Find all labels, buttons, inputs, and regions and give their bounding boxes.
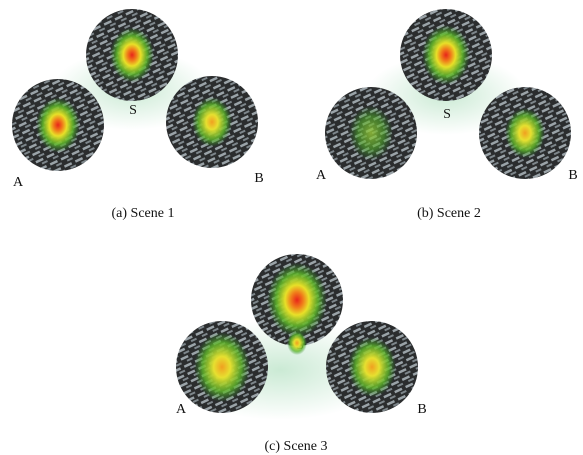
caption: (c) Scene 3 (265, 439, 328, 454)
heat-blob (36, 98, 80, 153)
heat-blob (348, 337, 396, 397)
node-label: B (254, 171, 263, 186)
node-label: B (568, 168, 577, 183)
figure: SAB(a) Scene 1SAB(b) Scene 2SAB(c) Scene… (0, 0, 583, 455)
node-label: A (316, 168, 327, 183)
heat-blob (422, 25, 470, 85)
node-label: A (176, 402, 187, 417)
node-label: A (13, 175, 24, 190)
heat-blob (110, 28, 154, 83)
heat-blob (192, 97, 232, 147)
heat-tail (287, 331, 307, 355)
caption: (b) Scene 2 (417, 206, 481, 221)
heat-blob (194, 332, 250, 402)
node-label: S (129, 103, 137, 118)
node-label: B (417, 402, 426, 417)
heat-blob (267, 263, 327, 338)
heat-blob (505, 108, 545, 158)
heat-blob (349, 106, 393, 161)
caption: (a) Scene 1 (112, 206, 175, 221)
node-label: S (443, 107, 451, 122)
